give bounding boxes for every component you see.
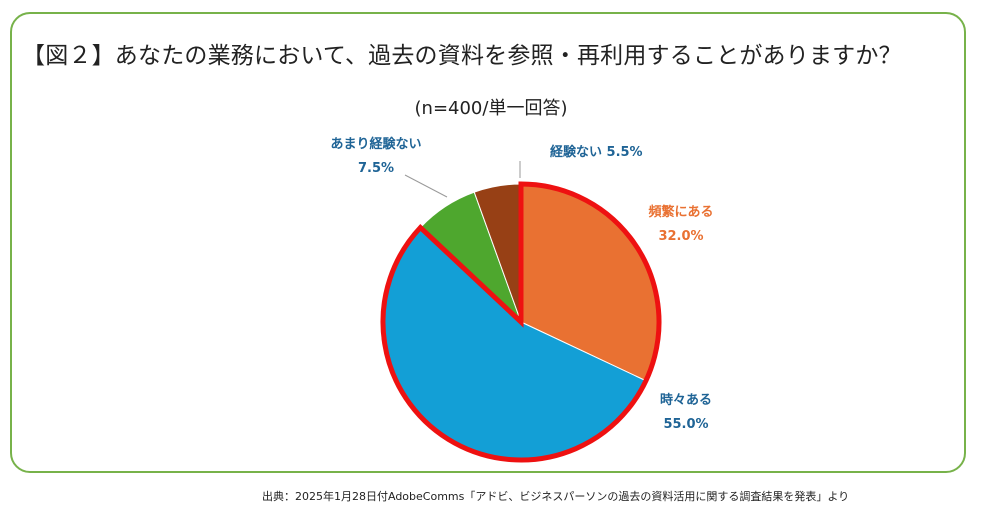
pie-value-frequent: 32.0% xyxy=(658,229,703,244)
leader-lines xyxy=(404,161,521,198)
chart-title: 【図２】あなたの業務において、過去の資料を参照・再利用することがありますか？ xyxy=(22,43,902,69)
pie-value-rarely: 7.5% xyxy=(358,161,394,176)
source-note: 出典：2025年1月28日付AdobeComms「アドビ、ビジネスパーソンの過去… xyxy=(262,490,850,503)
chart-subtitle: (n=400/単一回答) xyxy=(414,98,568,119)
pie-label-never: 経験ない 5.5% xyxy=(550,144,643,160)
highlight-outline-path xyxy=(380,181,662,463)
pie-label-sometimes: 時々ある xyxy=(660,392,712,408)
leader-line-rarely xyxy=(404,174,448,198)
pie-label-frequent: 頻繁にある xyxy=(648,204,713,220)
highlight-outline xyxy=(380,181,662,463)
pie-value-sometimes: 55.0% xyxy=(663,417,708,432)
pie-labels: 頻繁にある 32.0% 時々ある 55.0% あまり経験ない 7.5% 経験ない 5.5% xyxy=(330,136,713,432)
pie-label-rarely: あまり経験ない xyxy=(330,136,421,152)
